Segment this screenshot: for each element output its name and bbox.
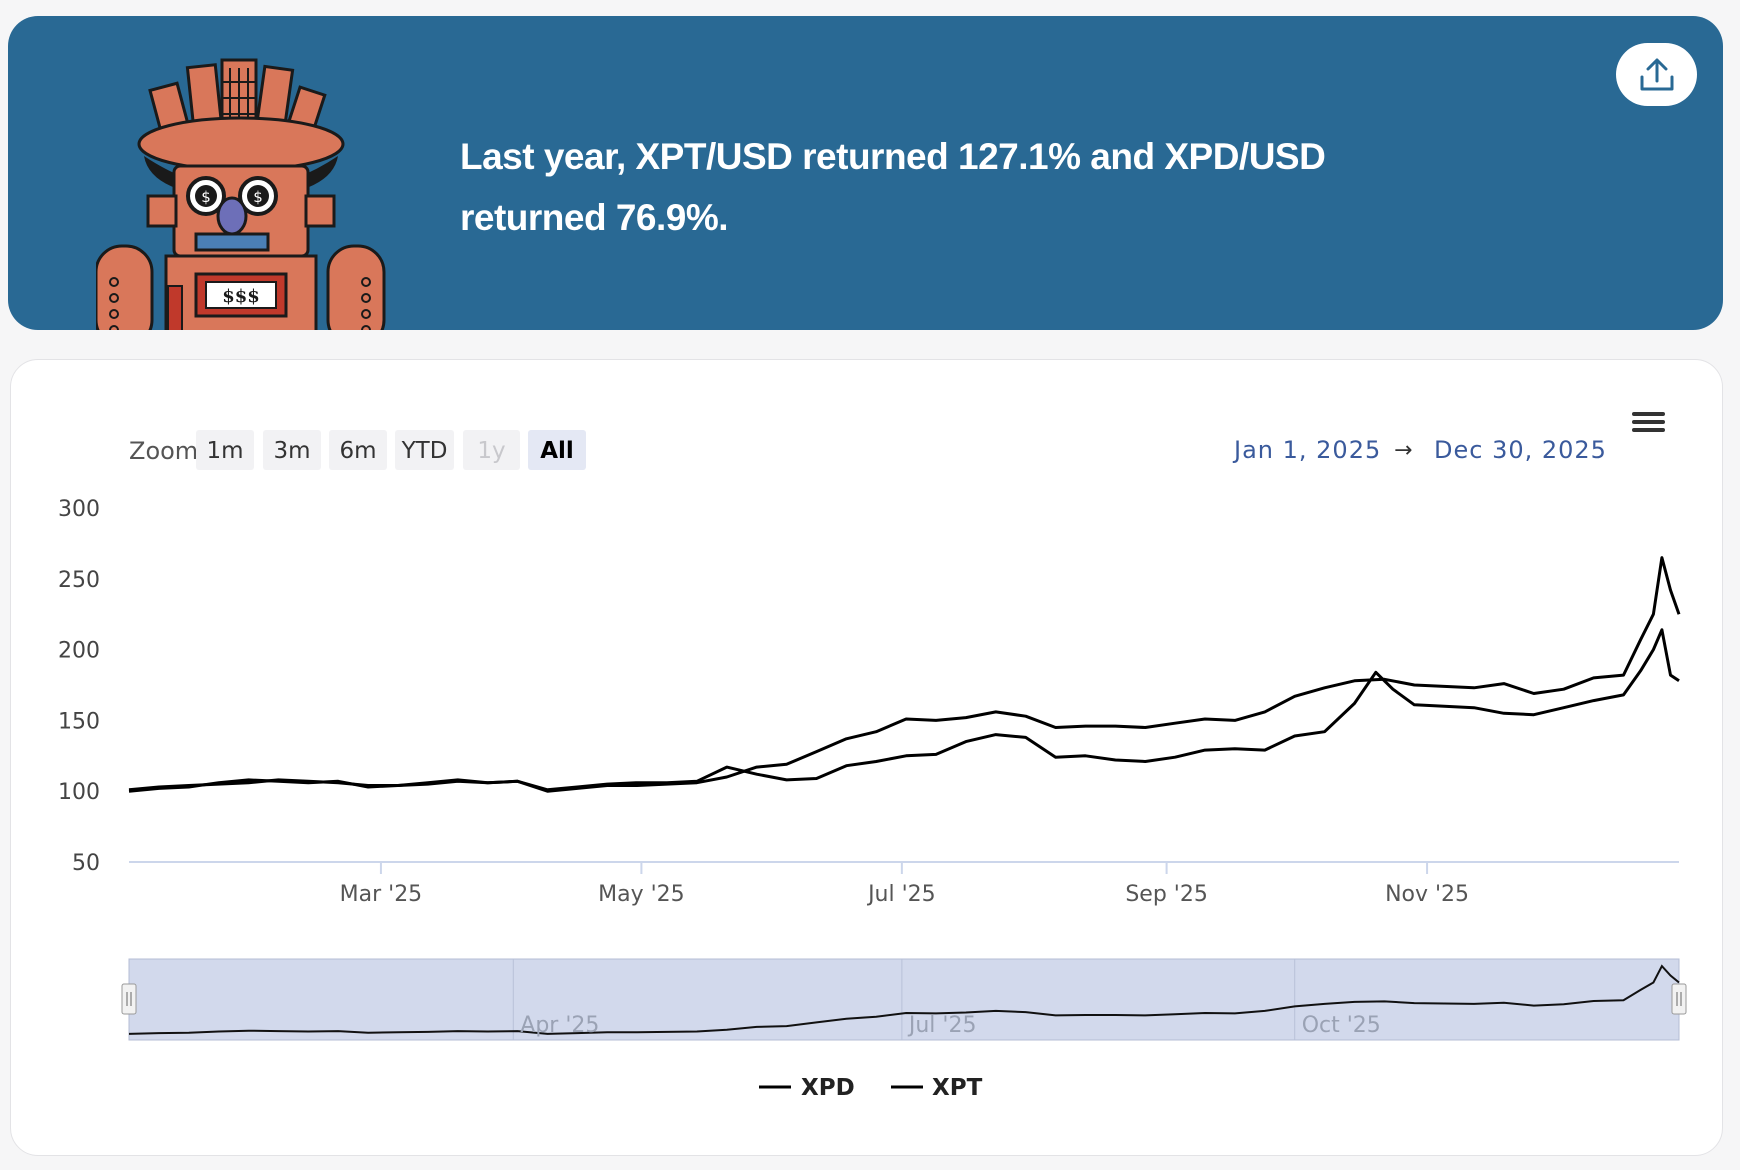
navigator-series-line <box>128 964 1680 1035</box>
share-button[interactable] <box>1616 43 1697 106</box>
zoom-button-ytd[interactable]: YTD <box>395 430 454 470</box>
y-tick-label: 50 <box>72 851 100 876</box>
navigator-mask <box>128 958 1680 1041</box>
x-tick-label: Nov '25 <box>1385 882 1469 907</box>
y-tick-label: 200 <box>58 639 100 664</box>
zoom-button-1m[interactable]: 1m <box>196 430 254 470</box>
y-tick-label: 300 <box>58 497 100 522</box>
svg-text:$: $ <box>201 188 211 206</box>
zoom-button-label: YTD <box>401 438 448 464</box>
navigator-tick-label: Jul '25 <box>907 1013 977 1038</box>
range-to-date[interactable]: Dec 30, 2025 <box>1434 436 1607 464</box>
zoom-button-3m[interactable]: 3m <box>263 430 321 470</box>
navigator-tick-label: Apr '25 <box>520 1013 599 1038</box>
legend-item-xpd[interactable]: XPD <box>759 1075 855 1101</box>
zoom-button-1y: 1y <box>463 430 520 470</box>
x-tick-label: Mar '25 <box>340 882 423 907</box>
chart-card: Zoom 1m 3m 6m YTD 1y All Jan 1, 2025 → Dec 30… <box>10 359 1723 1156</box>
zoom-button-6m[interactable]: 6m <box>329 430 387 470</box>
zoom-button-label: All <box>540 438 574 464</box>
navigator-tick-label: Oct '25 <box>1302 1013 1381 1038</box>
legend-label-xpt: XPT <box>932 1075 983 1101</box>
header-banner: $ $ $$$ Last year, XPT/USD returned 127.… <box>8 16 1723 330</box>
robot-mascot-illustration: $ $ $$$ <box>96 58 386 330</box>
svg-text:$$$: $$$ <box>222 286 260 307</box>
series-line-xpt[interactable] <box>128 628 1680 792</box>
legend-label-xpd: XPD <box>801 1075 855 1101</box>
chart: Zoom 1m 3m 6m YTD 1y All Jan 1, 2025 → Dec 30… <box>58 410 1687 1101</box>
x-tick-label: Jul '25 <box>866 882 936 907</box>
zoom-button-label: 3m <box>273 438 310 464</box>
y-tick-label: 150 <box>58 709 100 734</box>
navigator-left-handle[interactable] <box>121 983 137 1015</box>
zoom-button-label: 1y <box>477 438 505 464</box>
svg-text:$: $ <box>253 188 263 206</box>
range-from-date[interactable]: Jan 1, 2025 <box>1232 436 1381 464</box>
x-tick-label: May '25 <box>598 882 685 907</box>
zoom-button-all[interactable]: All <box>528 430 586 470</box>
share-upload-icon <box>1640 58 1673 90</box>
legend-item-xpt[interactable]: XPT <box>891 1075 983 1101</box>
navigator[interactable]: Apr '25 Jul '25 Oct '25 <box>121 958 1687 1041</box>
legend: XPD XPT <box>759 1075 983 1101</box>
y-tick-label: 250 <box>58 568 100 593</box>
zoom-label: Zoom <box>129 437 198 465</box>
navigator-right-handle[interactable] <box>1671 983 1687 1015</box>
y-tick-label: 100 <box>58 780 100 805</box>
headline: Last year, XPT/USD returned 127.1% and X… <box>460 136 1326 238</box>
range-arrow: → <box>1394 438 1412 463</box>
x-tick-label: Sep '25 <box>1125 882 1208 907</box>
hamburger-menu-icon[interactable] <box>1630 410 1666 444</box>
zoom-button-label: 1m <box>206 438 243 464</box>
zoom-button-label: 6m <box>339 438 376 464</box>
